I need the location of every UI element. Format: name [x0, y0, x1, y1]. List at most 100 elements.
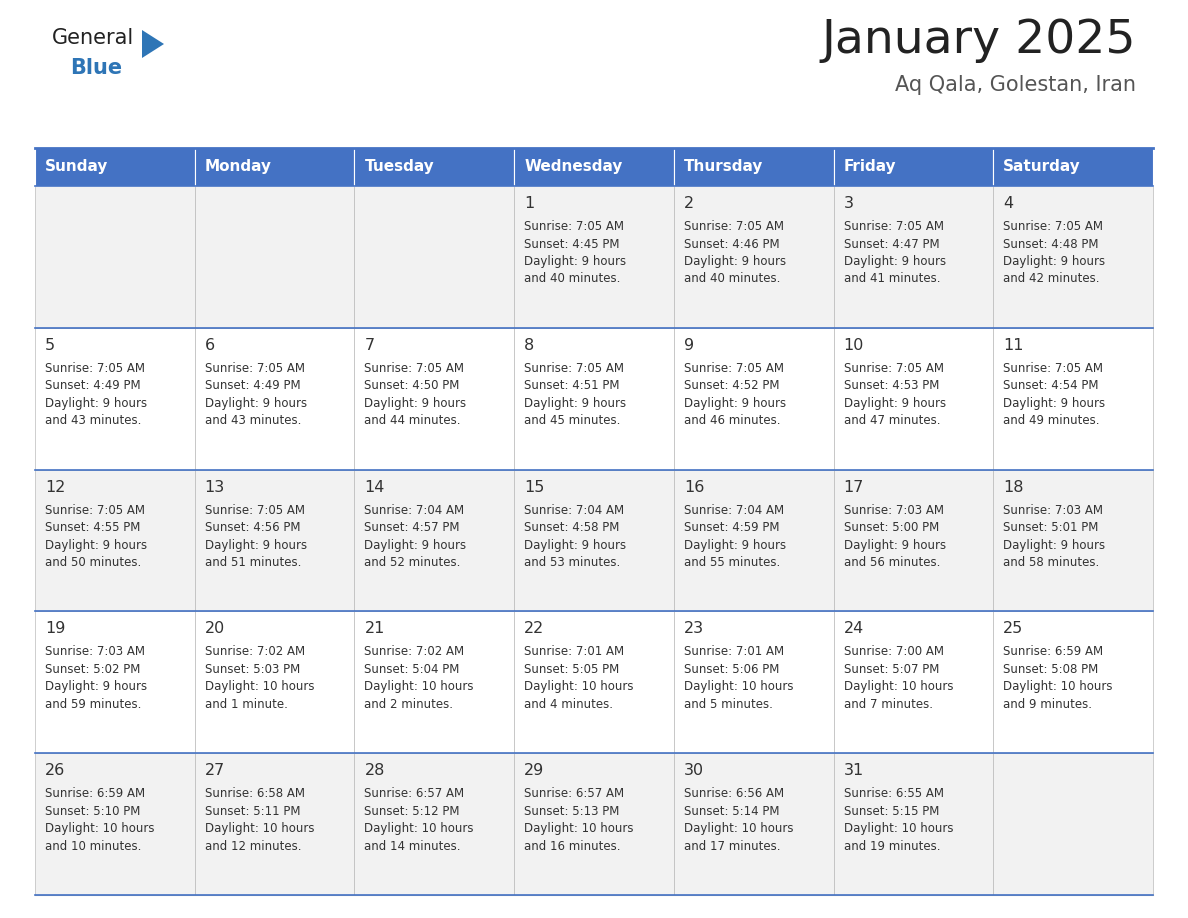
- Text: Sunset: 5:00 PM: Sunset: 5:00 PM: [843, 521, 939, 534]
- Bar: [195, 328, 354, 470]
- Text: Daylight: 9 hours: Daylight: 9 hours: [1004, 539, 1105, 552]
- Bar: [834, 753, 993, 895]
- Text: and 5 minutes.: and 5 minutes.: [684, 698, 772, 711]
- Text: and 7 minutes.: and 7 minutes.: [843, 698, 933, 711]
- Bar: [34, 148, 195, 186]
- Bar: [514, 470, 674, 611]
- Text: 2: 2: [684, 196, 694, 211]
- Text: 7: 7: [365, 338, 374, 353]
- Text: 10: 10: [843, 338, 864, 353]
- Text: 9: 9: [684, 338, 694, 353]
- Text: Sunset: 5:07 PM: Sunset: 5:07 PM: [843, 663, 939, 676]
- Polygon shape: [143, 30, 164, 58]
- Text: Sunrise: 7:04 AM: Sunrise: 7:04 AM: [684, 504, 784, 517]
- Text: Daylight: 9 hours: Daylight: 9 hours: [45, 539, 147, 552]
- Text: Daylight: 10 hours: Daylight: 10 hours: [684, 823, 794, 835]
- Text: 31: 31: [843, 763, 864, 778]
- Text: 8: 8: [524, 338, 535, 353]
- Text: and 47 minutes.: and 47 minutes.: [843, 414, 940, 427]
- Text: Sunrise: 7:05 AM: Sunrise: 7:05 AM: [524, 220, 624, 233]
- Text: Sunrise: 7:05 AM: Sunrise: 7:05 AM: [1004, 362, 1104, 375]
- Text: Sunrise: 6:58 AM: Sunrise: 6:58 AM: [204, 788, 304, 800]
- Text: and 53 minutes.: and 53 minutes.: [524, 556, 620, 569]
- Text: Sunrise: 7:05 AM: Sunrise: 7:05 AM: [684, 362, 784, 375]
- Text: Sunrise: 7:05 AM: Sunrise: 7:05 AM: [204, 362, 304, 375]
- Text: 27: 27: [204, 763, 225, 778]
- Text: 15: 15: [524, 479, 544, 495]
- Bar: [354, 328, 514, 470]
- Text: 5: 5: [45, 338, 55, 353]
- Text: Sunset: 4:53 PM: Sunset: 4:53 PM: [843, 379, 939, 392]
- Text: 1: 1: [524, 196, 535, 211]
- Text: and 16 minutes.: and 16 minutes.: [524, 840, 620, 853]
- Bar: [993, 611, 1154, 753]
- Text: Sunrise: 7:05 AM: Sunrise: 7:05 AM: [524, 362, 624, 375]
- Bar: [354, 148, 514, 186]
- Text: Daylight: 9 hours: Daylight: 9 hours: [843, 255, 946, 268]
- Text: Daylight: 9 hours: Daylight: 9 hours: [45, 680, 147, 693]
- Bar: [354, 470, 514, 611]
- Text: Sunrise: 7:03 AM: Sunrise: 7:03 AM: [843, 504, 943, 517]
- Text: and 43 minutes.: and 43 minutes.: [45, 414, 141, 427]
- Text: 24: 24: [843, 621, 864, 636]
- Text: Sunset: 5:01 PM: Sunset: 5:01 PM: [1004, 521, 1099, 534]
- Text: Daylight: 9 hours: Daylight: 9 hours: [684, 255, 786, 268]
- Bar: [195, 148, 354, 186]
- Text: Sunset: 4:45 PM: Sunset: 4:45 PM: [524, 238, 620, 251]
- Text: Daylight: 10 hours: Daylight: 10 hours: [843, 823, 953, 835]
- Bar: [993, 470, 1154, 611]
- Bar: [34, 328, 195, 470]
- Text: Sunset: 5:14 PM: Sunset: 5:14 PM: [684, 805, 779, 818]
- Text: Monday: Monday: [204, 160, 272, 174]
- Text: and 58 minutes.: and 58 minutes.: [1004, 556, 1100, 569]
- Text: Sunset: 5:03 PM: Sunset: 5:03 PM: [204, 663, 299, 676]
- Text: Sunset: 4:58 PM: Sunset: 4:58 PM: [524, 521, 619, 534]
- Bar: [674, 186, 834, 328]
- Text: Daylight: 10 hours: Daylight: 10 hours: [524, 823, 633, 835]
- Text: Sunset: 4:55 PM: Sunset: 4:55 PM: [45, 521, 140, 534]
- Text: and 51 minutes.: and 51 minutes.: [204, 556, 301, 569]
- Text: Sunset: 5:13 PM: Sunset: 5:13 PM: [524, 805, 619, 818]
- Text: 30: 30: [684, 763, 704, 778]
- Text: 17: 17: [843, 479, 864, 495]
- Text: Sunrise: 7:04 AM: Sunrise: 7:04 AM: [524, 504, 624, 517]
- Text: and 52 minutes.: and 52 minutes.: [365, 556, 461, 569]
- Text: Daylight: 10 hours: Daylight: 10 hours: [843, 680, 953, 693]
- Bar: [354, 611, 514, 753]
- Text: and 43 minutes.: and 43 minutes.: [204, 414, 301, 427]
- Text: Saturday: Saturday: [1004, 160, 1081, 174]
- Text: and 50 minutes.: and 50 minutes.: [45, 556, 141, 569]
- Text: Sunrise: 6:59 AM: Sunrise: 6:59 AM: [45, 788, 145, 800]
- Text: Daylight: 9 hours: Daylight: 9 hours: [1004, 255, 1105, 268]
- Text: Sunrise: 6:57 AM: Sunrise: 6:57 AM: [524, 788, 624, 800]
- Text: 3: 3: [843, 196, 853, 211]
- Text: Daylight: 10 hours: Daylight: 10 hours: [365, 823, 474, 835]
- Text: Sunrise: 7:01 AM: Sunrise: 7:01 AM: [524, 645, 624, 658]
- Text: Sunset: 4:57 PM: Sunset: 4:57 PM: [365, 521, 460, 534]
- Text: Daylight: 9 hours: Daylight: 9 hours: [843, 539, 946, 552]
- Text: Daylight: 10 hours: Daylight: 10 hours: [524, 680, 633, 693]
- Text: and 56 minutes.: and 56 minutes.: [843, 556, 940, 569]
- Text: Sunset: 5:15 PM: Sunset: 5:15 PM: [843, 805, 939, 818]
- Text: Aq Qala, Golestan, Iran: Aq Qala, Golestan, Iran: [895, 75, 1136, 95]
- Text: and 46 minutes.: and 46 minutes.: [684, 414, 781, 427]
- Text: Daylight: 9 hours: Daylight: 9 hours: [204, 397, 307, 409]
- Text: and 1 minute.: and 1 minute.: [204, 698, 287, 711]
- Text: and 19 minutes.: and 19 minutes.: [843, 840, 940, 853]
- Text: Sunday: Sunday: [45, 160, 108, 174]
- Text: Daylight: 9 hours: Daylight: 9 hours: [1004, 397, 1105, 409]
- Text: Daylight: 10 hours: Daylight: 10 hours: [204, 823, 314, 835]
- Text: Sunrise: 7:05 AM: Sunrise: 7:05 AM: [365, 362, 465, 375]
- Text: Sunset: 5:12 PM: Sunset: 5:12 PM: [365, 805, 460, 818]
- Text: 12: 12: [45, 479, 65, 495]
- Text: 21: 21: [365, 621, 385, 636]
- Text: Sunset: 4:56 PM: Sunset: 4:56 PM: [204, 521, 301, 534]
- Text: Thursday: Thursday: [684, 160, 763, 174]
- Text: 22: 22: [524, 621, 544, 636]
- Text: 23: 23: [684, 621, 704, 636]
- Bar: [834, 328, 993, 470]
- Text: 11: 11: [1004, 338, 1024, 353]
- Text: and 41 minutes.: and 41 minutes.: [843, 273, 940, 285]
- Text: Sunset: 5:08 PM: Sunset: 5:08 PM: [1004, 663, 1099, 676]
- Text: 29: 29: [524, 763, 544, 778]
